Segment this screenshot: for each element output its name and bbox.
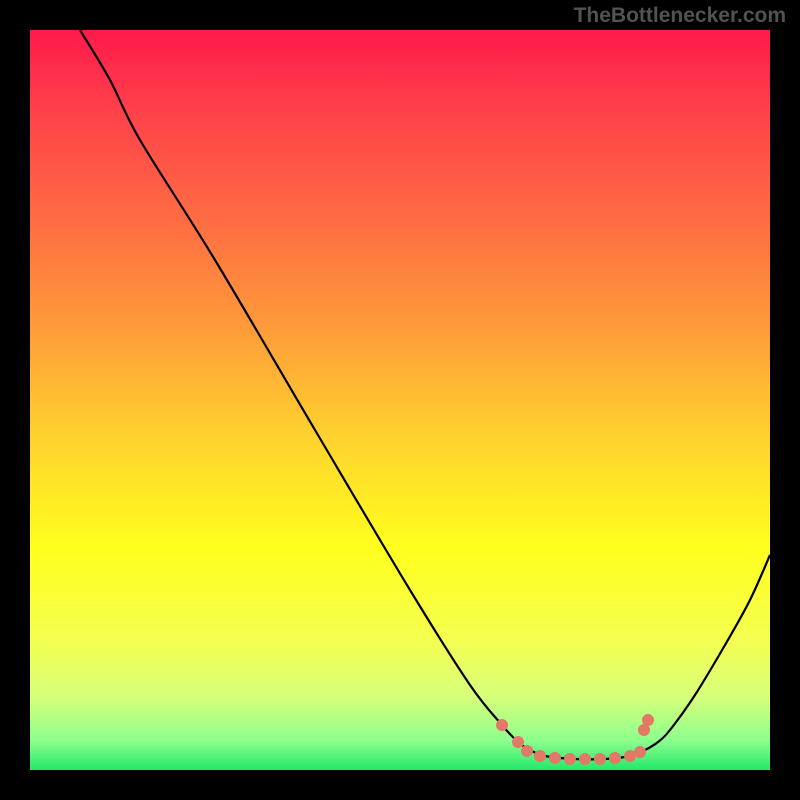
curve-marker	[642, 714, 654, 726]
watermark-text: TheBottlenecker.com	[574, 4, 786, 28]
curve-marker	[496, 719, 508, 731]
curve-layer	[30, 30, 770, 770]
curve-marker	[634, 746, 646, 758]
bottleneck-curve	[80, 30, 770, 759]
curve-marker	[579, 753, 591, 765]
curve-marker	[609, 752, 621, 764]
curve-marker	[534, 750, 546, 762]
curve-marker	[594, 753, 606, 765]
curve-marker	[549, 752, 561, 764]
marker-group	[496, 714, 654, 765]
curve-marker	[564, 753, 576, 765]
plot-area	[30, 30, 770, 770]
curve-marker	[512, 736, 524, 748]
curve-marker	[521, 745, 533, 757]
